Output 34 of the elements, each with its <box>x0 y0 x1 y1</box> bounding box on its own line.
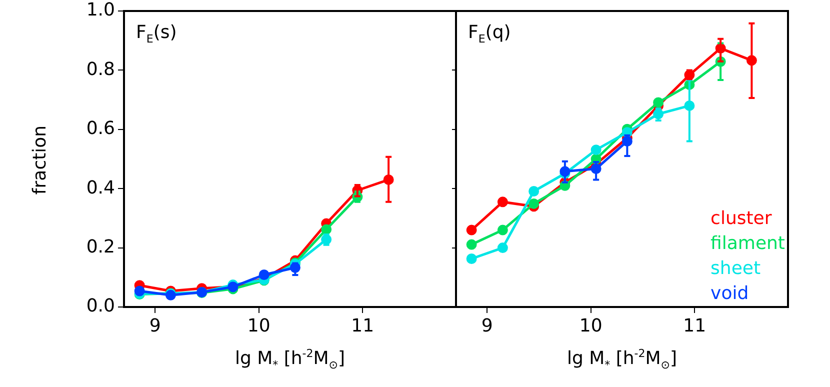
point <box>497 196 508 208</box>
point <box>528 186 540 197</box>
point <box>590 144 602 156</box>
text: cluster <box>710 207 773 231</box>
text: void <box>710 282 750 306</box>
point <box>466 224 477 236</box>
annotation: F$_{E}$(q) <box>468 22 511 46</box>
point <box>134 286 145 296</box>
text: sheet <box>710 257 762 281</box>
x-tick-label: 11 <box>683 315 706 336</box>
point <box>653 97 664 108</box>
point <box>466 254 477 264</box>
y-tick-label: 0.8 <box>86 58 115 80</box>
y-tick-label: 0.6 <box>86 118 115 140</box>
point <box>497 242 508 254</box>
x-axis-title: lg M$_{*}$ [h$^{-2}$M$_{⊙}$] <box>566 347 678 372</box>
x-tick-label: 10 <box>579 315 602 336</box>
point <box>258 269 270 280</box>
y-axis-title: fraction <box>30 125 50 195</box>
point <box>497 224 508 236</box>
x-tick-label: 9 <box>481 315 493 336</box>
y-tick-label: 1.0 <box>86 0 115 21</box>
x-axis-title: lg M$_{*}$ [h$^{-2}$M$_{⊙}$] <box>234 347 346 372</box>
annotation: F$_{E}$(s) <box>136 22 177 46</box>
x-tick-label: 9 <box>149 315 161 336</box>
x-tick-label: 10 <box>247 315 270 336</box>
y-tick-label: 0.4 <box>86 177 115 198</box>
point <box>321 224 332 235</box>
y-tick-label: 0.0 <box>86 296 115 317</box>
x-tick-label: 11 <box>351 315 374 336</box>
text: filament <box>710 232 785 256</box>
y-tick-label: 0.2 <box>86 236 115 258</box>
point <box>528 198 540 209</box>
point <box>466 239 477 250</box>
